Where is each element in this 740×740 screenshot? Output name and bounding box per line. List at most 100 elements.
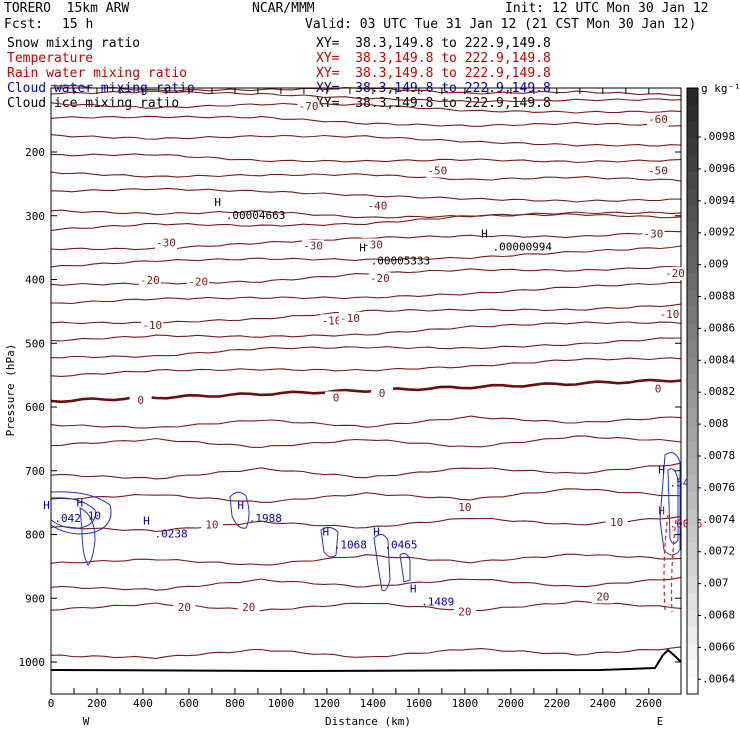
isotherm-label: -10: [322, 314, 342, 327]
terrain-surface-line: [50, 648, 682, 673]
field-name: Temperature: [7, 51, 94, 66]
isotherm-label: 10: [610, 516, 623, 529]
isotherm-label: -20: [370, 272, 390, 285]
isotherm-label: 0: [333, 391, 340, 404]
y-tick-label: 800: [25, 529, 45, 542]
contour-label-background: [605, 515, 628, 529]
isotherm-line: [50, 211, 682, 232]
y-tick-label: 700: [25, 465, 45, 478]
colorbar-label: .009: [702, 258, 729, 271]
colorbar-segment: [687, 475, 698, 493]
colorbar-segment: [687, 458, 698, 476]
colorbar-label: .0074: [702, 513, 735, 526]
colorbar-segment: [687, 239, 698, 257]
colorbar-label: .0078: [702, 449, 735, 462]
forecast-hour: 15 h: [62, 17, 94, 32]
isotherm-label: -50: [648, 164, 668, 177]
colorbar-segment: [687, 323, 698, 341]
y-tick-label: 300: [25, 210, 45, 223]
isotherm-label: -30: [303, 240, 323, 253]
contour-label-background: [173, 601, 196, 615]
isotherm-label: 0: [137, 394, 144, 407]
x-axis-title: Distance (km): [325, 715, 411, 728]
contour-label-background: [338, 311, 361, 325]
contour-label-background: [426, 164, 449, 178]
colorbar-segment: [687, 306, 698, 325]
isotherm-line: [50, 115, 682, 127]
maximum-value-label: .042: [54, 512, 81, 525]
isotherm-line: [50, 321, 682, 342]
contour-label-background: [647, 164, 670, 178]
maximum-marker: H: [76, 497, 83, 510]
field-name: Snow mixing ratio: [7, 36, 141, 51]
field-name: Cloud ice mixing ratio: [7, 96, 180, 111]
colorbar-segment: [687, 609, 698, 628]
colorbar-segment: [687, 559, 698, 577]
isotherm-line: [50, 435, 682, 449]
isotherm-label: 10: [205, 518, 218, 531]
isotherm-line: [50, 553, 682, 566]
x-tick-label: 0: [48, 697, 55, 710]
x-tick-label: 600: [179, 697, 199, 710]
maximum-value-label: .1489: [421, 596, 454, 609]
colorbar-segment: [687, 441, 698, 459]
x-tick-label: 400: [133, 697, 153, 710]
maximum-marker: H: [237, 499, 244, 512]
isotherm-line: [50, 462, 682, 480]
cloud-water-contour: [79, 507, 96, 566]
isotherm-line: [50, 90, 682, 103]
contour-label-background: [361, 238, 384, 252]
colorbar-segment: [687, 290, 698, 308]
isotherm-label: -30: [643, 228, 663, 241]
cloud-water-contour: [320, 526, 339, 558]
y-tick-label: 500: [25, 337, 45, 350]
cloud-water-contour: [50, 491, 112, 535]
isotherm-label: -60: [648, 113, 668, 126]
cloud-water-contour: [50, 497, 96, 529]
contour-label-background: [320, 314, 343, 328]
isotherm-line: [50, 357, 682, 377]
maximum-value-label: .0238: [154, 528, 187, 541]
colorbar-label: .0084: [702, 353, 735, 366]
maximum-marker: H: [658, 504, 665, 517]
x-tick-label: 2400: [590, 697, 617, 710]
x-tick-label: 1800: [452, 697, 479, 710]
y-tick-label: 900: [25, 592, 45, 605]
maximum-marker: H: [143, 515, 150, 528]
cloud-water-contour: [659, 452, 681, 556]
colorbar-segment: [687, 508, 698, 527]
model-title: TORERO 15km ARW: [4, 1, 130, 16]
colorbar-segment: [687, 576, 698, 594]
isotherm-label: -30: [156, 237, 176, 250]
x-tick-label: 2600: [636, 697, 663, 710]
x-tick-label: 800: [225, 697, 245, 710]
isotherm-label: -30: [363, 238, 383, 251]
maximum-value-label: .00000994: [492, 241, 552, 254]
colorbar-segment: [687, 138, 698, 156]
isotherm-line: [50, 84, 682, 97]
colorbar-label: .0076: [702, 481, 735, 494]
colorbar-segment: [687, 391, 698, 409]
colorbar-label: .0088: [702, 290, 735, 303]
colorbar-segment: [687, 340, 698, 358]
contour-label-background: [138, 274, 161, 288]
freezing-level-line: [50, 378, 682, 404]
colorbar-segment: [687, 357, 698, 375]
isotherm-line: [50, 245, 682, 268]
colorbar-label: .008: [702, 417, 729, 430]
colorbar-segment: [687, 424, 698, 442]
plot-frame: [50, 87, 682, 695]
contour-label-background: [647, 112, 670, 126]
contour-label-background: [366, 199, 389, 213]
colorbar-segment: [687, 155, 698, 173]
contour-label-background: [658, 307, 681, 321]
contour-label-background: [453, 501, 476, 515]
colorbar-segment: [687, 121, 698, 139]
y-tick-label: 600: [25, 401, 45, 414]
colorbar-label: .0066: [702, 640, 735, 653]
contour-label-background: [302, 239, 325, 253]
rain-water-contour: [670, 519, 677, 613]
maximum-value-label: 10: [88, 510, 101, 523]
contour-label-background: [371, 386, 394, 400]
